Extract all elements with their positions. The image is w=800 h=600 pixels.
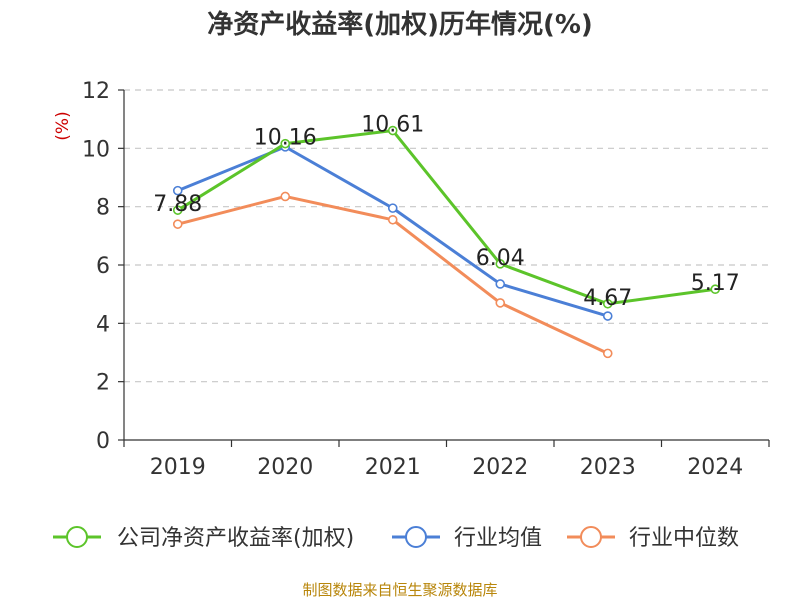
grid-layer: [124, 89, 769, 383]
data-point: [387, 203, 398, 213]
data-point: [495, 259, 506, 269]
data-point: [280, 191, 291, 202]
data-point: [602, 298, 613, 309]
x-tick-label: 2024: [687, 455, 743, 480]
y-tick-label: 8: [96, 196, 110, 221]
data-point: [172, 205, 183, 215]
data-point: [710, 284, 721, 295]
data-point: [387, 214, 398, 225]
y-tick-label: 6: [96, 254, 110, 279]
data-point: [172, 219, 183, 229]
legend-swatch-marker: [66, 526, 88, 548]
data-point: [602, 348, 613, 359]
data-label-layer: 7.88 10.16 10.61 6.04 4.67 5.17: [153, 113, 739, 311]
legend-label: 行业中位数: [629, 526, 739, 551]
axis-layer: 0 2 4 6 8 10 12 2019 2020 2021 2022 2023 2024 (%): [53, 79, 770, 480]
y-tick-label: 10: [82, 137, 110, 162]
y-tick-label: 4: [96, 312, 110, 337]
data-point: [495, 298, 506, 308]
data-point: [387, 125, 398, 136]
y-tick-label: 2: [96, 371, 110, 396]
data-label: 10.16: [254, 126, 317, 151]
series-layer: [172, 125, 721, 359]
legend-swatch-marker: [580, 526, 602, 548]
y-axis-label: (%): [53, 111, 73, 140]
chart-title: 净资产收益率(加权)历年情况(%): [207, 10, 593, 40]
legend: 公司净资产收益率(加权) 行业均值 行业中位数: [53, 526, 739, 551]
data-label: 10.61: [361, 113, 424, 138]
series-line: [177, 145, 609, 318]
data-point: [602, 311, 613, 321]
source-note: 制图数据来自恒生聚源数据库: [302, 581, 498, 599]
data-label: 5.17: [691, 271, 740, 296]
x-tick-label: 2020: [257, 455, 313, 480]
legend-swatch-marker: [405, 526, 427, 548]
data-point: [495, 279, 506, 289]
x-tick-label: 2021: [365, 455, 421, 480]
legend-label: 公司净资产收益率(加权): [117, 526, 354, 551]
data-point: [280, 138, 291, 149]
y-tick-label: 0: [96, 429, 110, 454]
legend-label: 行业均值: [454, 526, 542, 551]
x-tick-label: 2023: [580, 455, 636, 480]
x-tick-label: 2022: [472, 455, 528, 480]
series-line: [176, 129, 716, 306]
data-label: 6.04: [476, 246, 525, 271]
y-tick-label: 12: [82, 79, 110, 104]
data-label: 7.88: [153, 192, 202, 217]
x-tick-label: 2019: [150, 455, 206, 480]
data-point: [172, 185, 183, 196]
data-label: 4.67: [583, 286, 632, 311]
